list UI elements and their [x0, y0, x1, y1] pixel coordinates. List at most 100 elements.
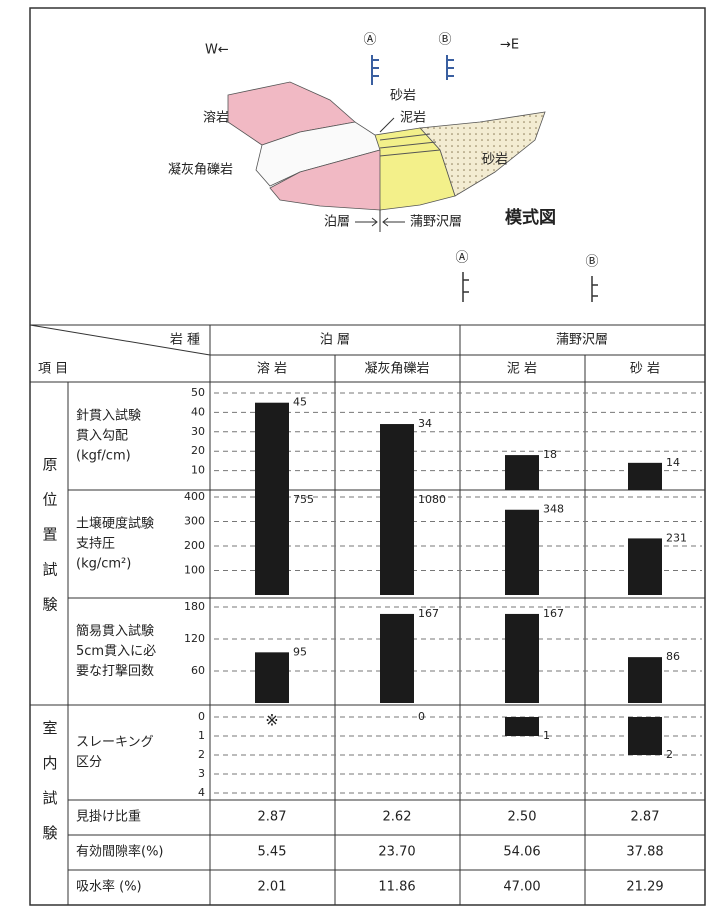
y-tick-label: 60 — [191, 664, 205, 677]
test-name: スレーキング — [76, 735, 154, 750]
value-label: 95 — [293, 645, 307, 658]
value-label: 1080 — [418, 493, 446, 506]
boundary-arrow — [355, 210, 405, 232]
test-name: 5cm貫入に必 — [76, 644, 156, 659]
value-label: 14 — [666, 456, 680, 469]
test-name: 簡易貫入試験 — [76, 623, 154, 639]
value-label: 18 — [543, 448, 557, 461]
y-tick-label: 3 — [198, 767, 205, 780]
value-label: 34 — [418, 417, 432, 430]
cell: 5.45 — [258, 845, 287, 860]
test-name: (kg/cm²) — [76, 557, 131, 572]
value-label: 167 — [543, 607, 564, 620]
bar — [255, 490, 289, 595]
corner-top: 岩 種 — [170, 332, 200, 348]
y-tick-label: 300 — [184, 515, 205, 528]
bars — [255, 402, 662, 490]
formation-header: 泊 層 — [320, 333, 350, 348]
value-label: ※ — [265, 711, 278, 730]
y-tick-label: 40 — [191, 405, 205, 418]
row-label: 有効間隙率(%) — [76, 844, 164, 860]
outer-border — [29, 7, 706, 906]
cell: 47.00 — [503, 880, 540, 895]
legend-symbol-b — [591, 276, 598, 302]
rock-header: 溶 岩 — [257, 362, 287, 377]
bed-line — [379, 141, 437, 149]
bar — [255, 402, 289, 490]
borehole-b — [446, 55, 454, 80]
value-label: 1 — [543, 729, 550, 742]
test-name: 貫入勾配 — [76, 429, 128, 444]
bars — [505, 717, 662, 755]
bar — [380, 490, 414, 595]
rock-label: 砂岩 — [390, 89, 416, 104]
value-label: 86 — [666, 650, 680, 663]
rock-label: 溶岩 — [203, 111, 229, 126]
cell: 54.06 — [503, 845, 540, 860]
value-label: 348 — [543, 503, 564, 516]
test-name: 要な打撃回数 — [76, 663, 154, 679]
cell: 2.62 — [383, 810, 412, 825]
west-label: W← — [205, 43, 229, 58]
cell: 11.86 — [378, 880, 415, 895]
test-name: 針貫入試験 — [76, 408, 141, 424]
formation-label: 蒲野沢層 — [410, 215, 462, 230]
formation-label: 泊層 — [324, 215, 350, 230]
rock-header: 泥 岩 — [507, 362, 537, 377]
table-frame — [29, 324, 705, 905]
cell: 23.70 — [378, 845, 415, 860]
east-label: →E — [500, 38, 519, 53]
y-tick-label: 200 — [184, 539, 205, 552]
corner-diagonal — [29, 324, 211, 356]
value-label: 2 — [666, 748, 673, 761]
y-tick-label: 1 — [198, 729, 205, 742]
legend-b: Ⓑ — [585, 255, 598, 270]
rock-label: 泥岩 — [400, 111, 426, 126]
bars — [255, 613, 662, 703]
y-tick-label: 20 — [191, 444, 205, 457]
point-b: Ⓑ — [438, 33, 451, 48]
row-label: 見掛け比重 — [76, 809, 141, 825]
bar — [628, 717, 662, 755]
value-label: 45 — [293, 396, 307, 409]
rock-label: 凝灰角礫岩 — [168, 162, 233, 178]
value-label: 0 — [418, 710, 425, 723]
rock-header: 凝灰角礫岩 — [364, 361, 429, 377]
bar — [628, 462, 662, 490]
leader-line — [379, 117, 395, 133]
corner-bottom: 項 目 — [38, 362, 68, 377]
cell: 37.88 — [626, 845, 663, 860]
cell: 21.29 — [626, 880, 663, 895]
formation-header: 蒲野沢層 — [556, 333, 608, 348]
value-label: 755 — [293, 493, 314, 506]
bar — [628, 657, 662, 703]
y-tick-label: 0 — [198, 710, 205, 723]
cell: 2.01 — [258, 880, 287, 895]
cell: 2.87 — [258, 810, 287, 825]
point-a: Ⓐ — [363, 33, 376, 48]
value-label: 167 — [418, 607, 439, 620]
bed-line — [379, 149, 441, 157]
bar — [505, 509, 539, 595]
borehole-a — [371, 55, 379, 85]
y-tick-label: 100 — [184, 564, 205, 577]
y-tick-label: 50 — [191, 386, 205, 399]
group-label: 室内試験 — [41, 720, 59, 860]
bar — [255, 652, 289, 703]
rock-label: 砂岩 — [482, 153, 508, 168]
bars — [255, 490, 662, 595]
bar — [628, 538, 662, 595]
bed-line — [379, 133, 431, 141]
cross-section — [227, 55, 598, 302]
bar — [380, 424, 414, 490]
test-name: 区分 — [76, 755, 102, 770]
cell: 2.50 — [508, 810, 537, 825]
bar — [380, 613, 414, 703]
value-label: 231 — [666, 531, 687, 544]
group-label: 原位置試験 — [41, 457, 59, 632]
bar — [505, 455, 539, 490]
rock-header: 砂 岩 — [630, 362, 660, 377]
row-label: 吸水率 (%) — [76, 879, 142, 895]
